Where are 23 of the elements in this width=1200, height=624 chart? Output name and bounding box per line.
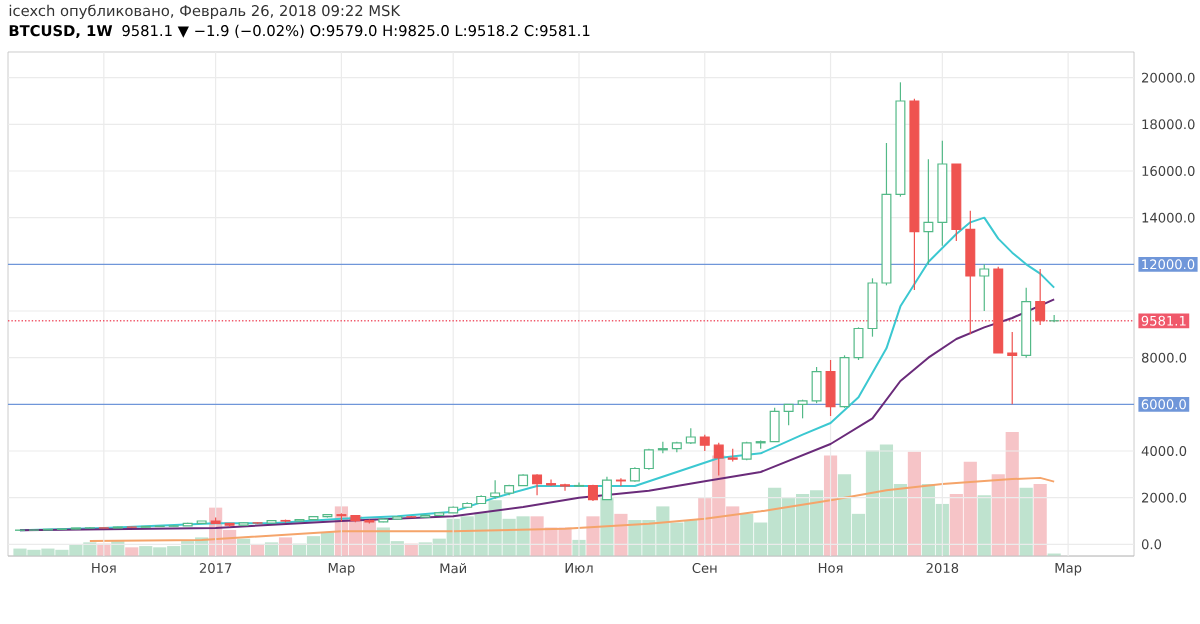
candlestick	[1007, 331, 1018, 405]
candlestick	[769, 407, 780, 443]
bar	[600, 497, 614, 556]
candlestick	[965, 210, 976, 335]
bar	[125, 547, 139, 556]
bar	[977, 495, 991, 556]
bar	[907, 451, 921, 556]
bar	[614, 513, 628, 556]
bar	[278, 537, 293, 556]
candlestick	[546, 478, 557, 487]
candlestick	[560, 483, 571, 492]
candlestick	[532, 473, 543, 496]
candlestick	[923, 158, 934, 265]
candlestick	[490, 479, 501, 500]
candlestick	[615, 477, 626, 487]
bar	[586, 516, 600, 556]
bar	[1033, 484, 1047, 556]
candlestick	[783, 403, 794, 426]
candlestick	[1035, 268, 1046, 326]
bar	[1019, 487, 1033, 556]
candlestick	[811, 366, 822, 404]
candlestick	[825, 359, 836, 417]
candlestick	[979, 263, 990, 312]
